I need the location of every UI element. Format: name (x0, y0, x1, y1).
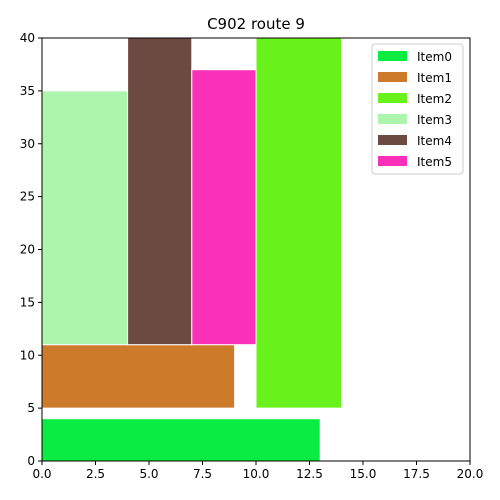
y-tick-label: 0 (27, 454, 35, 468)
bar-item5 (191, 69, 257, 346)
bar-item1 (41, 344, 236, 409)
x-tick-label: 15.0 (350, 467, 377, 481)
x-tick-label: 17.5 (403, 467, 430, 481)
legend-label-item2: Item2 (417, 92, 452, 106)
y-tick-label: 25 (20, 190, 35, 204)
x-tick-label: 0.0 (32, 467, 51, 481)
x-tick-label: 12.5 (296, 467, 323, 481)
x-tick-label: 20.0 (457, 467, 484, 481)
y-tick-label: 10 (20, 348, 35, 362)
legend-swatch-item5 (378, 156, 407, 166)
legend-swatch-item3 (378, 114, 407, 124)
x-tick-label: 7.5 (193, 467, 212, 481)
legend-label-item3: Item3 (417, 113, 452, 127)
y-tick-label: 30 (20, 137, 35, 151)
legend-label-item1: Item1 (417, 71, 452, 85)
legend-swatch-item4 (378, 135, 407, 145)
legend-swatch-item2 (378, 93, 407, 103)
bar-item0 (41, 418, 321, 462)
y-axis: 0 5 10 15 20 25 30 35 40 (20, 31, 42, 468)
legend-label-item5: Item5 (417, 155, 452, 169)
bar-item4 (127, 37, 193, 346)
y-tick-label: 35 (20, 84, 35, 98)
bar-item2 (255, 37, 343, 409)
bar-item3 (41, 90, 129, 346)
x-tick-label: 2.5 (86, 467, 105, 481)
x-axis: 0.0 2.5 5.0 7.5 10.0 12.5 15.0 17.5 20.0 (32, 461, 483, 481)
legend-label-item0: Item0 (417, 50, 452, 64)
y-tick-label: 5 (27, 401, 35, 415)
legend-label-item4: Item4 (417, 134, 452, 148)
chart-title: C902 route 9 (207, 15, 305, 33)
legend-swatch-item1 (378, 72, 407, 82)
y-tick-label: 40 (20, 31, 35, 45)
legend-swatch-item0 (378, 51, 407, 61)
legend: Item0 Item1 Item2 Item3 Item4 Item5 (371, 43, 464, 175)
bars-group (41, 37, 343, 462)
x-tick-label: 5.0 (139, 467, 158, 481)
y-tick-label: 15 (20, 295, 35, 309)
y-tick-label: 20 (20, 243, 35, 257)
x-tick-label: 10.0 (243, 467, 270, 481)
